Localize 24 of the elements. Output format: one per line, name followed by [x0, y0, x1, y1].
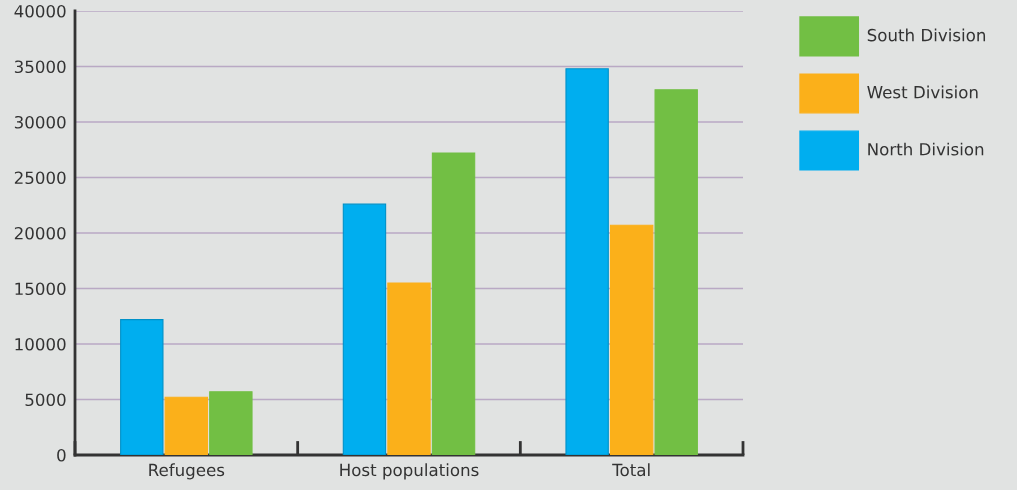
x-tick-label: Total: [612, 463, 650, 477]
y-tick-label: 20000: [14, 226, 66, 240]
bar: [342, 203, 387, 455]
legend-label: West Division: [867, 85, 978, 99]
y-tick-label: 40000: [14, 4, 66, 18]
bar: [164, 396, 209, 455]
bar: [431, 152, 476, 455]
legend-label: North Division: [868, 142, 984, 156]
bar: [654, 89, 698, 455]
legend-label: South Division: [867, 28, 986, 42]
y-tick-label: 35000: [14, 60, 66, 74]
bar: [120, 319, 164, 455]
y-tick-label: 25000: [14, 171, 66, 185]
bar: [565, 68, 609, 455]
x-tick-label: Refugees: [149, 463, 225, 480]
bar: [209, 391, 253, 455]
y-tick-label: 15000: [15, 282, 66, 296]
y-tick-label: 10000: [15, 337, 66, 351]
y-tick-label: 0: [57, 448, 66, 462]
bar: [609, 224, 654, 455]
x-tick-label: Host populations: [340, 463, 479, 480]
bar: [387, 282, 431, 455]
y-tick-label: 5000: [25, 393, 66, 407]
y-tick-label: 30000: [14, 115, 66, 129]
